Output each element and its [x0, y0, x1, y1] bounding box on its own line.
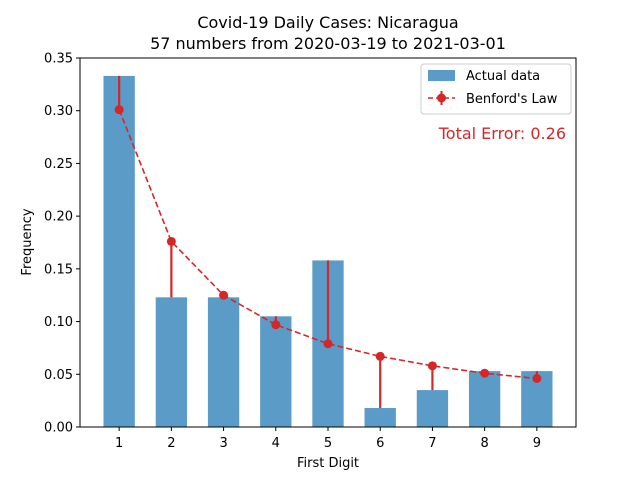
y-tick-label-0.10: 0.10	[44, 315, 73, 330]
benford-point-digit-4	[271, 320, 281, 330]
bar-digit-7	[416, 390, 449, 427]
legend-bar-swatch	[428, 70, 455, 81]
y-tick-label-0.15: 0.15	[44, 262, 73, 277]
x-tick-label-9: 9	[533, 436, 541, 451]
x-axis-label: First Digit	[297, 456, 359, 471]
legend-label-actual: Actual data	[466, 69, 540, 84]
x-tick-label-2: 2	[167, 436, 175, 451]
benford-point-digit-6	[375, 351, 385, 361]
y-axis-label: Frequency	[20, 208, 35, 275]
total-error-annotation: Total Error: 0.26	[438, 124, 566, 143]
benford-point-digit-9	[532, 374, 542, 384]
bar-digit-4	[260, 316, 292, 427]
benford-points	[114, 105, 542, 384]
y-tick-label-0.20: 0.20	[44, 210, 73, 225]
x-tick-label-8: 8	[480, 436, 488, 451]
bar-digit-8	[468, 371, 501, 427]
benford-point-digit-7	[427, 361, 437, 371]
y-axis: 0.00 0.05 0.10 0.15 0.20 0.25 0.30 0.35	[44, 52, 80, 436]
chart-title: Covid-19 Daily Cases: Nicaragua	[197, 13, 458, 32]
benford-point-digit-8	[480, 368, 490, 378]
chart-subtitle: 57 numbers from 2020-03-19 to 2021-03-01	[150, 34, 506, 53]
x-tick-label-6: 6	[376, 436, 384, 451]
x-tick-label-3: 3	[219, 436, 227, 451]
y-tick-label-0.25: 0.25	[44, 157, 73, 172]
legend-label-benford: Benford's Law	[466, 92, 558, 107]
bar-digit-3	[207, 297, 240, 427]
benford-line	[118, 109, 537, 380]
bar-digit-2	[155, 297, 188, 427]
benford-point-digit-3	[219, 290, 229, 300]
bar-digit-6	[364, 408, 396, 427]
benford-point-digit-1	[114, 105, 124, 115]
legend-box	[420, 63, 572, 115]
y-tick-label-0.05: 0.05	[44, 368, 73, 383]
legend: Actual data Benford's Law	[420, 63, 572, 115]
x-tick-label-4: 4	[272, 436, 280, 451]
x-tick-label-7: 7	[428, 436, 436, 451]
benford-point-digit-2	[166, 236, 176, 246]
benford-point-digit-5	[323, 339, 333, 349]
x-tick-label-1: 1	[115, 436, 123, 451]
x-tick-label-5: 5	[324, 436, 332, 451]
x-axis: 1 2 3 4 5 6 7 8 9	[115, 427, 541, 451]
y-tick-label-0.35: 0.35	[44, 52, 73, 67]
y-tick-label-0.30: 0.30	[44, 104, 73, 119]
y-tick-label-0.00: 0.00	[44, 421, 73, 436]
legend-point-swatch	[437, 93, 446, 103]
bar-digit-1	[103, 75, 135, 428]
